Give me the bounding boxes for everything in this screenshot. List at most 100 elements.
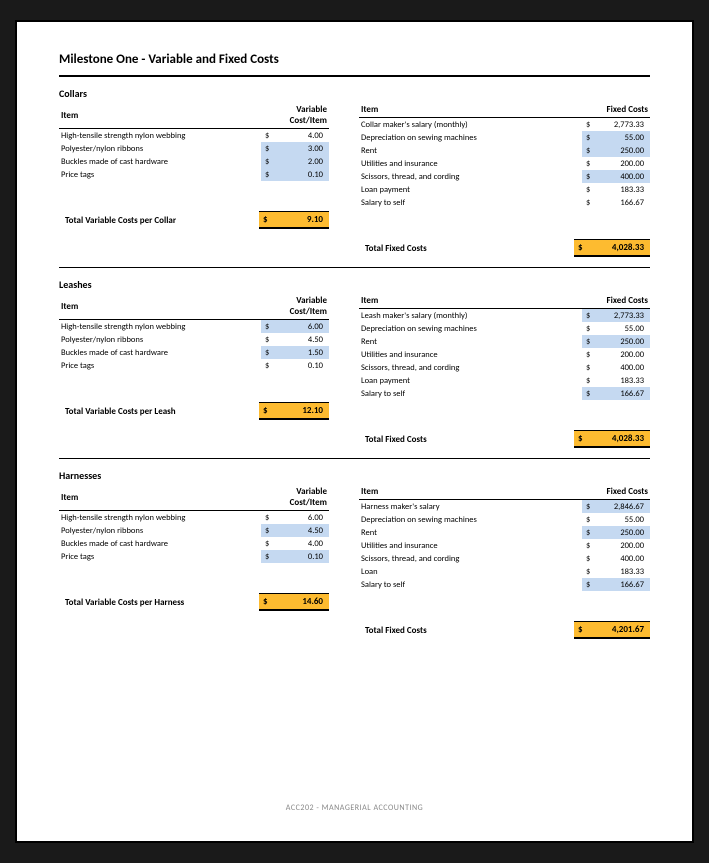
variable-total-box: $12.10 bbox=[259, 402, 329, 420]
col-variable-cost-header: Variable Cost/Item bbox=[261, 102, 329, 129]
table-row: Depreciation on sewing machines$55.00 bbox=[359, 322, 650, 335]
table-row: High-tensile strength nylon webbing$6.00 bbox=[59, 320, 329, 334]
fixed-total-label: Total Fixed Costs bbox=[359, 243, 574, 254]
cell-item: Loan payment bbox=[359, 183, 582, 196]
cell-currency: $ bbox=[261, 537, 273, 550]
cell-item: Polyester/nylon ribbons bbox=[59, 333, 261, 346]
cell-item: Utilities and insurance bbox=[359, 348, 582, 361]
table-row: Buckles made of cast hardware$4.00 bbox=[59, 537, 329, 550]
cell-amount: 2,773.33 bbox=[594, 118, 650, 132]
cell-currency: $ bbox=[582, 157, 594, 170]
cell-currency: $ bbox=[582, 387, 594, 400]
variable-total-box: $9.10 bbox=[259, 211, 329, 229]
total-currency: $ bbox=[574, 240, 588, 255]
section: LeashesItemVariable Cost/ItemHigh-tensil… bbox=[59, 278, 650, 448]
variable-table: ItemVariable Cost/ItemHigh-tensile stren… bbox=[59, 484, 329, 563]
table-row: Rent$250.00 bbox=[359, 526, 650, 539]
cell-item: High-tensile strength nylon webbing bbox=[59, 511, 261, 525]
fixed-column: ItemFixed CostsLeash maker's salary (mon… bbox=[359, 293, 650, 448]
cell-item: Depreciation on sewing machines bbox=[359, 131, 582, 144]
col-fixed-cost-header: Fixed Costs bbox=[582, 484, 650, 500]
fixed-total-row: Total Fixed Costs$4,028.33 bbox=[359, 239, 650, 257]
cell-currency: $ bbox=[261, 320, 273, 334]
col-variable-cost-header: Variable Cost/Item bbox=[261, 484, 329, 511]
page-title: Milestone One - Variable and Fixed Costs bbox=[59, 52, 650, 67]
cell-item: Collar maker's salary (monthly) bbox=[359, 118, 582, 132]
col-fixed-cost-header: Fixed Costs bbox=[582, 102, 650, 118]
cell-amount: 55.00 bbox=[594, 131, 650, 144]
cell-amount: 0.10 bbox=[273, 550, 329, 563]
total-currency: $ bbox=[574, 622, 588, 637]
fixed-table: ItemFixed CostsHarness maker's salary$2,… bbox=[359, 484, 650, 591]
cell-item: Polyester/nylon ribbons bbox=[59, 142, 261, 155]
cell-currency: $ bbox=[582, 309, 594, 323]
col-item-header: Item bbox=[359, 102, 582, 118]
cell-item: Rent bbox=[359, 335, 582, 348]
cell-amount: 166.67 bbox=[594, 578, 650, 591]
table-row: Polyester/nylon ribbons$4.50 bbox=[59, 524, 329, 537]
variable-total-value: 9.10 bbox=[273, 212, 329, 227]
cell-item: Loan bbox=[359, 565, 582, 578]
section-rule bbox=[59, 458, 650, 459]
col-item-header: Item bbox=[59, 293, 261, 320]
cell-currency: $ bbox=[261, 129, 273, 143]
cell-item: Price tags bbox=[59, 359, 261, 372]
cell-item: Harness maker's salary bbox=[359, 500, 582, 514]
cell-amount: 183.33 bbox=[594, 374, 650, 387]
table-row: Leash maker's salary (monthly)$2,773.33 bbox=[359, 309, 650, 323]
cell-currency: $ bbox=[582, 539, 594, 552]
cell-item: Salary to self bbox=[359, 578, 582, 591]
col-fixed-cost-header: Fixed Costs bbox=[582, 293, 650, 309]
cell-amount: 2.00 bbox=[273, 155, 329, 168]
table-row: Rent$250.00 bbox=[359, 144, 650, 157]
cell-item: Utilities and insurance bbox=[359, 157, 582, 170]
cell-currency: $ bbox=[261, 524, 273, 537]
table-row: Buckles made of cast hardware$2.00 bbox=[59, 155, 329, 168]
table-row: Utilities and insurance$200.00 bbox=[359, 157, 650, 170]
fixed-total-value: 4,028.33 bbox=[588, 431, 650, 446]
variable-total-value: 14.60 bbox=[273, 594, 329, 609]
col-item-header: Item bbox=[359, 293, 582, 309]
section: HarnessesItemVariable Cost/ItemHigh-tens… bbox=[59, 469, 650, 639]
cell-amount: 2,773.33 bbox=[594, 309, 650, 323]
cell-item: Utilities and insurance bbox=[359, 539, 582, 552]
table-row: Buckles made of cast hardware$1.50 bbox=[59, 346, 329, 359]
table-row: Salary to self$166.67 bbox=[359, 387, 650, 400]
variable-table: ItemVariable Cost/ItemHigh-tensile stren… bbox=[59, 293, 329, 372]
cell-amount: 4.50 bbox=[273, 333, 329, 346]
variable-total-row: Total Variable Costs per Harness$14.60 bbox=[59, 593, 329, 611]
page: Milestone One - Variable and Fixed Costs… bbox=[15, 20, 694, 843]
table-row: Price tags$0.10 bbox=[59, 550, 329, 563]
cell-item: Rent bbox=[359, 144, 582, 157]
cell-currency: $ bbox=[582, 131, 594, 144]
table-row: Polyester/nylon ribbons$4.50 bbox=[59, 333, 329, 346]
cell-amount: 4.00 bbox=[273, 129, 329, 143]
cell-currency: $ bbox=[582, 500, 594, 514]
cell-item: Depreciation on sewing machines bbox=[359, 513, 582, 526]
table-row: Harness maker's salary$2,846.67 bbox=[359, 500, 650, 514]
cell-currency: $ bbox=[582, 322, 594, 335]
cell-amount: 400.00 bbox=[594, 361, 650, 374]
cell-amount: 400.00 bbox=[594, 170, 650, 183]
col-variable-cost-header: Variable Cost/Item bbox=[261, 293, 329, 320]
cell-currency: $ bbox=[261, 511, 273, 525]
fixed-total-row: Total Fixed Costs$4,028.33 bbox=[359, 430, 650, 448]
variable-column: ItemVariable Cost/ItemHigh-tensile stren… bbox=[59, 293, 329, 448]
cell-item: Salary to self bbox=[359, 196, 582, 209]
table-row: Scissors, thread, and cording$400.00 bbox=[359, 361, 650, 374]
cell-amount: 400.00 bbox=[594, 552, 650, 565]
section-heading: Leashes bbox=[59, 278, 650, 291]
cell-currency: $ bbox=[582, 578, 594, 591]
table-row: Depreciation on sewing machines$55.00 bbox=[359, 131, 650, 144]
variable-total-label: Total Variable Costs per Collar bbox=[59, 215, 259, 226]
table-row: Utilities and insurance$200.00 bbox=[359, 348, 650, 361]
col-item-header: Item bbox=[359, 484, 582, 500]
cell-amount: 166.67 bbox=[594, 196, 650, 209]
cell-item: Salary to self bbox=[359, 387, 582, 400]
cell-amount: 166.67 bbox=[594, 387, 650, 400]
variable-total-label: Total Variable Costs per Leash bbox=[59, 406, 259, 417]
table-row: Collar maker's salary (monthly)$2,773.33 bbox=[359, 118, 650, 132]
fixed-column: ItemFixed CostsHarness maker's salary$2,… bbox=[359, 484, 650, 639]
variable-column: ItemVariable Cost/ItemHigh-tensile stren… bbox=[59, 484, 329, 639]
section-heading: Collars bbox=[59, 87, 650, 100]
